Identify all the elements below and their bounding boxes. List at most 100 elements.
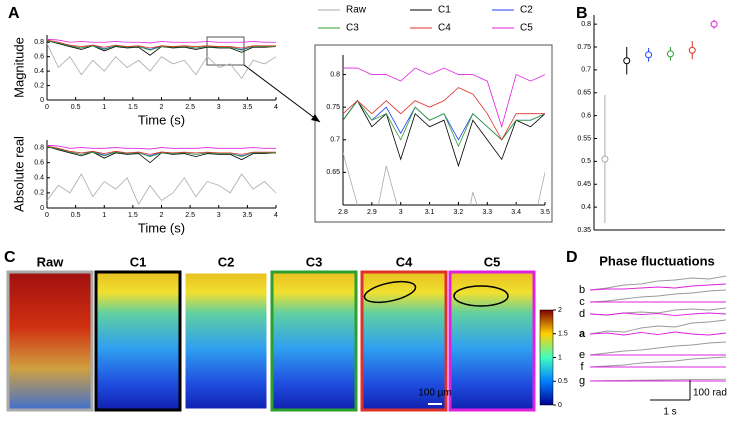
zoom-arrow: [243, 64, 321, 123]
trace: [589, 289, 727, 303]
mean-marker: [645, 51, 653, 59]
x-tick-label: 2: [160, 212, 164, 219]
series-line: [46, 38, 276, 44]
trace: [589, 378, 727, 382]
y-tick-label: 0.2: [34, 190, 44, 197]
trace-label: b: [579, 284, 585, 296]
y-tick-label: 0.65: [326, 169, 340, 176]
x-tick-label: 3: [217, 104, 221, 111]
y-tick-label: 0.5: [581, 158, 591, 165]
x-tick-label: 4: [274, 104, 278, 111]
x-tick-label: 0.5: [71, 212, 81, 219]
y-tick-label: 0: [40, 97, 44, 104]
x-tick-label: 2.8: [338, 209, 348, 216]
panel-letter: C: [4, 249, 16, 266]
y-tick-label: 0.8: [581, 21, 591, 28]
series-line: [343, 99, 545, 148]
x-tick-label: 2.5: [185, 104, 195, 111]
legend-label: C2: [520, 5, 533, 16]
legend-label: C4: [438, 23, 451, 34]
x-tick-label: 1.5: [128, 212, 138, 219]
trace: [589, 319, 727, 335]
panel-title: C5: [484, 254, 501, 269]
x-tick-label: 3.3: [482, 209, 492, 216]
x-tick-label: 3.5: [243, 104, 253, 111]
heatmap-image: [182, 270, 270, 412]
x-axis-label: Time (s): [138, 112, 185, 127]
scale-label: 100 rad: [693, 388, 727, 399]
x-tick-label: 4: [274, 212, 278, 219]
legend-label: Raw: [346, 5, 367, 16]
mean-marker: [688, 46, 696, 54]
y-tick-label: 0.4: [34, 68, 44, 75]
trace-label: f: [580, 361, 584, 373]
y-tick-label: 0.4: [581, 204, 591, 211]
panel-title: Raw: [37, 254, 65, 269]
y-tick-label: 0.35: [577, 227, 591, 234]
y-tick-label: 0.6: [581, 112, 591, 119]
series-line: [46, 145, 276, 155]
y-tick-label: 0.65: [577, 90, 591, 97]
colorbar: [539, 309, 554, 406]
trace: [589, 341, 727, 356]
series-line: [46, 146, 276, 158]
colorbar-tick-label: 0: [558, 402, 562, 409]
x-tick-label: 0: [45, 212, 49, 219]
trace-label: g: [579, 375, 585, 387]
colorbar-tick-label: 0.5: [558, 378, 568, 385]
mean-marker: [601, 155, 609, 163]
series-line: [46, 40, 276, 51]
x-tick-label: 0: [45, 104, 49, 111]
legend-label: C5: [520, 23, 533, 34]
y-tick-label: 0.55: [577, 135, 591, 142]
heatmap-image: [360, 270, 448, 412]
trace: [589, 312, 727, 317]
colorbar-tick-label: 2: [558, 307, 562, 314]
x-tick-label: 0.5: [71, 104, 81, 111]
panel-title: C4: [396, 254, 413, 269]
x-tick-label: 3: [217, 212, 221, 219]
series-line: [46, 39, 276, 49]
panel-letter: A: [8, 5, 20, 22]
y-axis-label: Absolute real: [11, 136, 26, 212]
scale-label: 1 s: [663, 407, 676, 418]
trace: [589, 331, 727, 336]
arrow-head: [311, 114, 320, 122]
panel-title: Phase fluctuations: [599, 253, 715, 268]
x-tick-label: 1.5: [128, 104, 138, 111]
trace: [589, 275, 727, 291]
x-tick-label: 2.9: [367, 209, 377, 216]
x-axis-label: Time (s): [138, 220, 185, 235]
y-tick-label: 0.4: [34, 175, 44, 182]
y-tick-label: 0.8: [34, 144, 44, 151]
x-tick-label: 3.5: [540, 209, 550, 216]
mean-marker: [710, 20, 718, 28]
trace-label: a: [579, 328, 586, 340]
trace-label: c: [579, 296, 585, 308]
y-tick-label: 0.45: [577, 181, 591, 188]
x-tick-label: 3.2: [454, 209, 464, 216]
series-line: [343, 87, 545, 141]
highlight: [363, 280, 417, 304]
highlight: [453, 285, 509, 307]
x-tick-label: 1: [102, 104, 106, 111]
panel-letter: B: [576, 5, 588, 22]
x-tick-label: 3.4: [511, 209, 521, 216]
trace-label: d: [579, 308, 585, 320]
x-tick-label: 2: [160, 104, 164, 111]
series-line: [46, 43, 277, 80]
colorbar-tick-label: 1.5: [558, 331, 568, 338]
series-line: [343, 99, 545, 168]
y-tick-label: 0.6: [34, 160, 44, 167]
x-tick-label: 1: [102, 212, 106, 219]
panel-title: C1: [130, 254, 147, 269]
mean-marker: [623, 57, 631, 65]
y-tick-label: 0: [40, 205, 44, 212]
y-tick-label: 0.8: [34, 39, 44, 46]
scale-bar-label: 100 µm: [418, 388, 452, 399]
series-line: [46, 144, 276, 150]
series-line: [343, 67, 545, 129]
x-tick-label: 3.5: [243, 212, 253, 219]
legend-label: C1: [438, 5, 451, 16]
